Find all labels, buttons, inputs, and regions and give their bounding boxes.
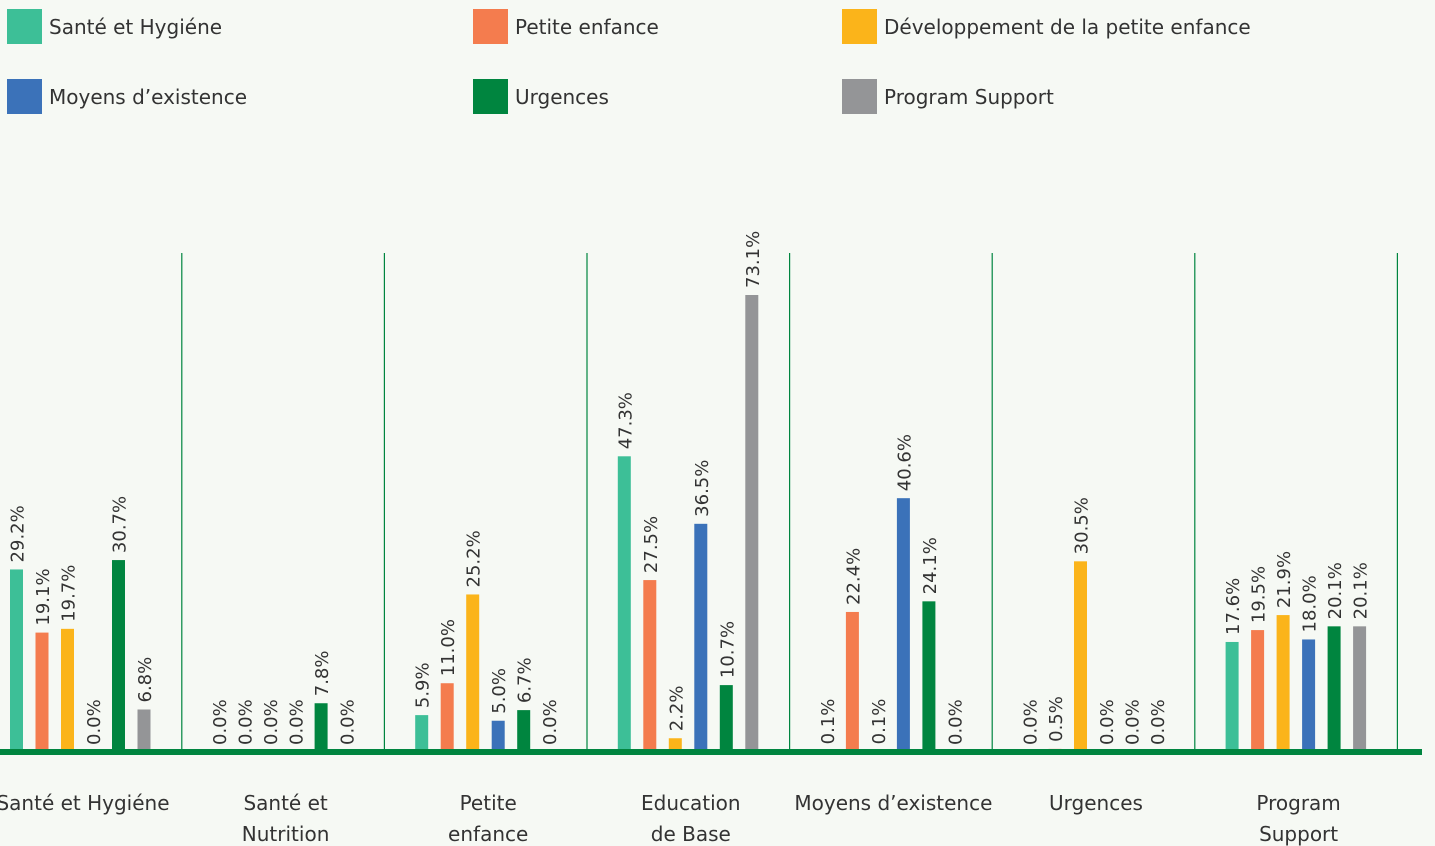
value-label: 20.1% [1351,562,1372,619]
value-label: 2.2% [666,686,687,732]
value-label: 73.1% [743,231,764,288]
value-label: 7.8% [312,651,333,697]
value-label: 36.5% [692,460,713,517]
value-label: 10.7% [717,621,738,678]
value-label: 19.7% [59,565,80,622]
bar [1327,626,1341,752]
value-label: 11.0% [438,619,459,676]
bar [112,560,125,752]
value-label: 20.1% [1325,562,1346,619]
value-label: 19.1% [33,568,54,625]
bar [1074,561,1087,752]
bar [10,569,23,752]
bar [1251,630,1265,752]
legend-swatch [842,9,877,44]
value-label: 25.2% [464,530,485,587]
legend-label: Petite enfance [515,15,659,39]
value-label: 47.3% [615,392,636,449]
value-label: 0.0% [1148,699,1169,745]
value-label: 0.0% [1123,699,1144,745]
value-label: 0.1% [818,699,839,745]
bar [719,685,733,752]
bar [1302,639,1316,752]
bar [137,709,151,752]
bar [61,628,74,752]
value-label: 6.7% [515,657,536,703]
bar [1225,641,1239,752]
legend-swatch [842,79,877,114]
value-label: 0.0% [338,699,359,745]
value-label: 0.0% [1097,699,1118,745]
x-tick-label: Moyens d’existence [794,791,993,815]
value-label: 18.0% [1300,575,1321,632]
bar [745,295,759,752]
bar [617,456,631,752]
x-tick-label: Santé et Nutrition [241,791,330,846]
value-label: 0.0% [236,699,257,745]
value-label: 30.5% [1072,497,1093,554]
value-label: 6.8% [135,657,156,703]
value-label: 30.7% [110,496,131,553]
value-label: 24.1% [920,537,941,594]
legend-label: Urgences [515,85,609,109]
bar [466,594,480,752]
value-label: 19.5% [1249,566,1270,623]
bar [694,523,708,752]
bar [35,632,49,752]
value-label: 40.6% [894,434,915,491]
bar [314,703,328,752]
value-label: 5.9% [413,662,434,708]
x-tick-label: Program Support [1256,791,1341,846]
bar [845,611,859,752]
value-label: 0.0% [84,699,105,745]
value-label: 0.0% [1021,699,1042,745]
value-label: 21.9% [1274,551,1295,608]
bar [440,683,454,752]
legend-swatch [7,9,42,44]
bar [1276,615,1290,752]
legend-swatch [7,79,42,114]
x-tick-label: Petite enfance [448,791,529,846]
x-tick-label: Education de Base [641,791,741,846]
legend-label: Moyens d’existence [49,85,247,109]
x-tick-label: Urgences [1049,791,1143,815]
bar [415,715,429,752]
x-tick-label: Santé et Hygiéne [0,791,170,815]
bar [643,580,657,752]
value-label: 22.4% [843,548,864,605]
value-label: 0.0% [540,699,561,745]
value-label: 27.5% [641,516,662,573]
bar [491,720,505,752]
value-label: 0.0% [210,699,231,745]
bar [1353,626,1367,752]
legend-label: Développement de la petite enfance [884,15,1251,39]
legend-swatch [473,9,508,44]
value-label: 0.0% [287,699,308,745]
value-label: 0.5% [1046,696,1067,742]
value-label: 29.2% [8,505,29,562]
value-label: 0.0% [261,699,282,745]
legend-label: Program Support [884,85,1054,109]
value-label: 5.0% [489,668,510,714]
legend-label: Santé et Hygiéne [49,15,222,39]
bar [922,601,936,752]
value-label: 0.1% [869,699,890,745]
bar [668,738,682,752]
baseline [0,749,1422,755]
value-label: 0.0% [945,699,966,745]
bar [896,498,910,752]
bar [517,710,531,752]
value-label: 17.6% [1223,578,1244,635]
legend-swatch [473,79,508,114]
